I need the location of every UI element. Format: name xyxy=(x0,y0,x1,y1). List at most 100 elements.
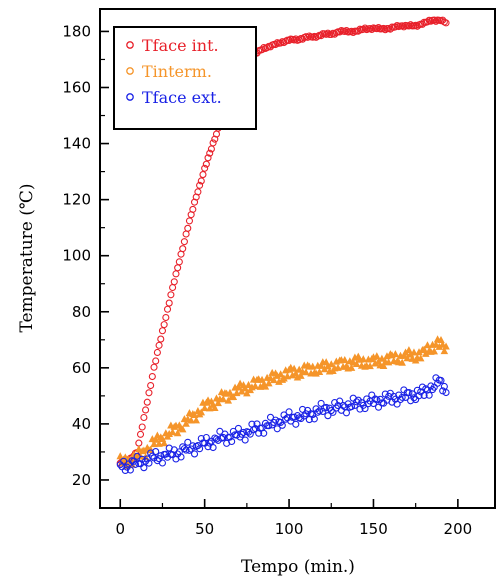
data-point xyxy=(285,36,293,45)
data-point xyxy=(373,352,381,360)
data-point xyxy=(361,24,369,32)
data-point xyxy=(147,381,155,390)
data-point xyxy=(153,431,162,439)
data-point xyxy=(297,371,305,379)
data-point xyxy=(182,446,190,454)
x-tick-label: 150 xyxy=(359,520,388,538)
data-point xyxy=(150,363,158,371)
series-2 xyxy=(116,374,450,475)
data-point xyxy=(373,396,381,404)
data-point xyxy=(276,370,285,378)
data-point xyxy=(315,367,324,376)
data-point xyxy=(180,238,188,246)
data-point xyxy=(302,410,310,418)
data-point xyxy=(317,361,325,369)
data-point xyxy=(251,424,259,433)
data-point xyxy=(336,28,344,36)
data-point xyxy=(310,415,318,423)
data-point xyxy=(199,171,207,179)
data-point xyxy=(379,361,388,370)
x-tick-label: 200 xyxy=(444,520,473,538)
data-point xyxy=(209,443,217,452)
data-point xyxy=(126,466,134,474)
legend-label: Tinterm. xyxy=(142,62,212,81)
data-point xyxy=(202,160,210,168)
data-point xyxy=(373,25,381,33)
data-point xyxy=(160,439,168,447)
data-point xyxy=(324,29,332,37)
y-tick-label: 80 xyxy=(72,303,91,321)
y-tick-label: 160 xyxy=(62,78,91,96)
data-point xyxy=(251,382,260,390)
data-point xyxy=(175,258,183,266)
data-point xyxy=(116,452,125,460)
data-point xyxy=(187,416,195,424)
data-point xyxy=(352,359,361,367)
data-point xyxy=(212,435,221,443)
data-point xyxy=(201,164,209,172)
data-point xyxy=(407,21,415,29)
data-point xyxy=(143,398,151,406)
data-point xyxy=(438,340,447,348)
y-tick-label: 20 xyxy=(72,471,91,489)
data-point xyxy=(340,355,349,363)
data-point xyxy=(136,430,145,438)
data-point xyxy=(189,442,197,450)
data-point xyxy=(121,466,129,475)
data-point xyxy=(295,365,303,373)
data-point xyxy=(440,347,449,355)
data-point xyxy=(157,452,165,460)
data-point xyxy=(155,439,163,447)
legend-marker xyxy=(126,41,134,49)
data-point xyxy=(211,403,219,411)
axis-ticks: 0 50 100 150 200 20 40 60 80 100 120 140 160 180 xyxy=(62,22,472,538)
data-point xyxy=(442,19,450,27)
data-point xyxy=(185,217,194,225)
data-point xyxy=(204,443,212,451)
data-point xyxy=(209,139,217,147)
data-point xyxy=(425,391,433,399)
data-point xyxy=(234,424,242,432)
data-point xyxy=(260,429,268,437)
data-point xyxy=(197,177,205,185)
plot-frame xyxy=(99,8,496,509)
data-point xyxy=(153,348,161,357)
data-point xyxy=(272,40,280,49)
legend-label: Tface ext. xyxy=(142,88,222,107)
data-point xyxy=(403,354,411,362)
data-point xyxy=(398,22,406,30)
data-point xyxy=(265,422,273,430)
data-point xyxy=(202,433,210,442)
data-point xyxy=(432,340,440,348)
data-point xyxy=(374,24,383,32)
y-tick-label: 180 xyxy=(62,22,91,40)
x-tick-label: 100 xyxy=(275,520,304,538)
data-point xyxy=(430,16,438,24)
data-point xyxy=(314,408,322,416)
data-point xyxy=(155,341,163,349)
data-point xyxy=(244,380,253,388)
data-point xyxy=(184,438,192,446)
data-point xyxy=(173,429,182,437)
data-point xyxy=(273,425,281,433)
data-point xyxy=(442,342,450,350)
data-point xyxy=(246,430,254,438)
data-point xyxy=(374,403,383,411)
data-point xyxy=(317,32,325,40)
data-point xyxy=(148,452,156,460)
data-point xyxy=(391,23,399,31)
data-point xyxy=(270,376,278,384)
data-point xyxy=(148,372,156,381)
data-point xyxy=(182,230,190,238)
data-point xyxy=(430,347,438,355)
data-point xyxy=(418,383,426,391)
data-point xyxy=(381,26,389,34)
data-point xyxy=(359,355,368,363)
data-point xyxy=(184,224,192,232)
data-point xyxy=(194,188,202,196)
series-1 xyxy=(116,335,450,470)
data-point xyxy=(378,354,386,362)
data-point xyxy=(416,354,425,362)
